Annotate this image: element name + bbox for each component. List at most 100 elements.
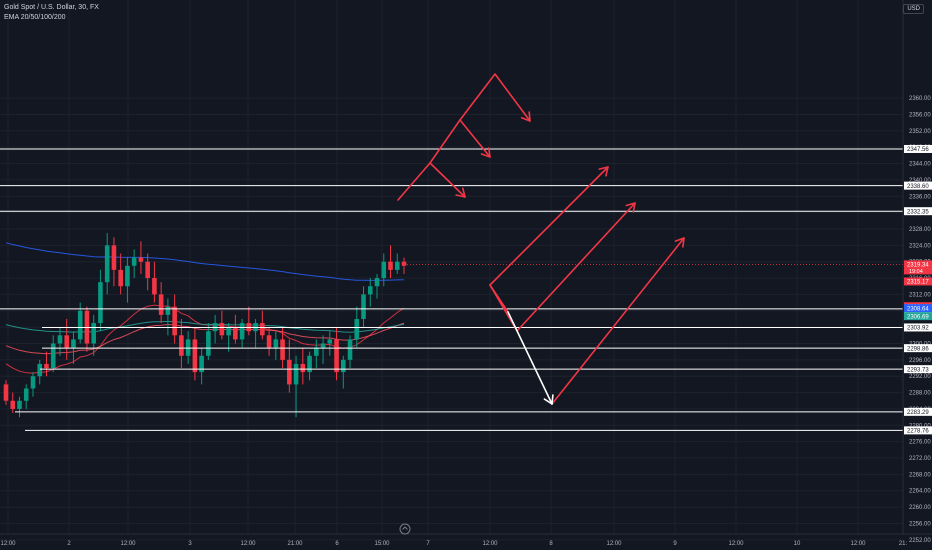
candle-body: [10, 400, 16, 409]
symbol-title[interactable]: Gold Spot / U.S. Dollar, 30, FX: [4, 4, 99, 11]
candle-body: [293, 363, 299, 385]
level-price-tag: [904, 144, 932, 153]
level-price-tag: [904, 323, 932, 332]
price-tag-text: 2306.69: [907, 314, 929, 320]
price-tag: [904, 304, 932, 313]
candle-body: [64, 335, 70, 348]
candle-body: [145, 261, 150, 279]
x-tick-label: 15:00: [374, 541, 390, 547]
indicator-title[interactable]: EMA 20/50/100/200: [4, 14, 66, 21]
candle-body: [71, 339, 76, 348]
projection-arrow-4-head: [598, 166, 609, 177]
price-axis-background: [903, 0, 932, 550]
y-tick-label: 2252.00: [909, 538, 931, 544]
candle-body: [401, 261, 407, 266]
candle-body: [3, 384, 9, 401]
currency-badge[interactable]: USD: [903, 4, 924, 14]
time-axis[interactable]: 12:00 2 12:00 3 12:00 21:00 6 15:00 7 12:00 8 12:00…: [0, 533, 932, 547]
x-tick-label: 12:00: [120, 541, 136, 547]
candle-body: [374, 278, 380, 287]
candlestick-series: [3, 233, 407, 418]
candle-body: [30, 376, 36, 389]
candle-body: [340, 359, 346, 373]
candle-body: [138, 257, 144, 262]
candle-body: [354, 318, 360, 340]
x-tick-label: 12:00: [0, 541, 16, 547]
goto-realtime-icon[interactable]: [399, 523, 411, 535]
ema-200-line: [5, 242, 405, 281]
candle-body: [280, 339, 285, 360]
level-price-text: 2303.92: [907, 326, 929, 332]
projection-drawings[interactable]: [397, 73, 685, 405]
candle-body: [158, 294, 164, 315]
y-tick-label: 2356.00: [909, 112, 931, 118]
candle-body: [57, 335, 63, 344]
price-tag: [904, 312, 932, 321]
price-axis[interactable]: 2252.00 2256.00 2260.00 2264.00 2268.00 2272.…: [902, 0, 932, 550]
price-tag: [904, 260, 932, 275]
y-tick-label: 2272.00: [909, 456, 931, 462]
candle-body: [98, 282, 103, 324]
candle-body: [152, 278, 157, 295]
y-tick-label: 2264.00: [909, 489, 931, 495]
candle-body: [23, 388, 29, 401]
y-tick-label: 2260.00: [909, 505, 931, 511]
x-tick-label: 6: [335, 541, 339, 547]
level-price-text: 2347.56: [907, 147, 929, 153]
horizontal-levels[interactable]: [0, 148, 903, 431]
y-tick-label: 2288.00: [909, 391, 931, 397]
price-tag: [904, 277, 932, 286]
x-tick-label: 9: [673, 541, 677, 547]
y-tick-label: 2280.00: [909, 423, 931, 429]
candle-body: [300, 363, 306, 373]
x-tick-label: 12:00: [240, 541, 256, 547]
x-tick-label: 12:00: [482, 541, 498, 547]
x-tick-label: 10: [794, 541, 801, 547]
candle-body: [179, 335, 184, 356]
projection-arrow-2-head: [480, 147, 491, 158]
candle-body: [44, 363, 49, 369]
y-tick-label: 2340.00: [909, 178, 931, 184]
candle-body: [77, 310, 83, 340]
candle-body: [226, 327, 231, 336]
x-tick-label: 21:00: [287, 541, 303, 547]
projection-arrow-4[interactable]: [489, 166, 609, 286]
level-price-tag: [904, 426, 932, 435]
candle-body: [314, 347, 319, 356]
candle-body: [206, 331, 211, 356]
y-tick-label: 2352.00: [909, 129, 931, 135]
y-tick-label: 2268.00: [909, 472, 931, 478]
projection-arrow-down[interactable]: [507, 311, 553, 405]
countdown-text: 19:04: [909, 269, 923, 275]
candle-body: [118, 269, 123, 287]
candle-body: [37, 363, 43, 377]
projection-arrow-6[interactable]: [551, 237, 685, 405]
x-tick-label: 3: [188, 541, 192, 547]
y-tick-label: 2292.00: [909, 374, 931, 380]
candle-body: [165, 306, 171, 315]
y-tick-label: 2256.00: [909, 521, 931, 527]
candle-body: [327, 339, 333, 344]
x-tick-label: 7: [426, 541, 430, 547]
level-price-text: 2283.29: [907, 410, 929, 416]
candle-body: [50, 343, 56, 369]
ema-100-line: [5, 320, 405, 333]
candle-body: [192, 339, 198, 373]
candle-body: [233, 327, 238, 340]
x-tick-label: 2: [67, 541, 71, 547]
candle-body: [219, 323, 225, 336]
candle-body: [185, 339, 191, 356]
candle-body: [266, 335, 272, 348]
candle-body: [381, 261, 387, 279]
candle-body: [287, 359, 292, 385]
level-price-text: 2338.60: [907, 184, 929, 190]
projection-segment: [489, 284, 509, 313]
x-tick-label: 12:00: [850, 541, 866, 547]
projection-arrow-3[interactable]: [459, 73, 531, 122]
y-tick-label: 2336.00: [909, 194, 931, 200]
projection-arrow-6-head: [674, 237, 685, 248]
candle-body: [260, 323, 265, 336]
level-price-tag: [904, 365, 932, 374]
level-price-tag: [904, 407, 932, 416]
